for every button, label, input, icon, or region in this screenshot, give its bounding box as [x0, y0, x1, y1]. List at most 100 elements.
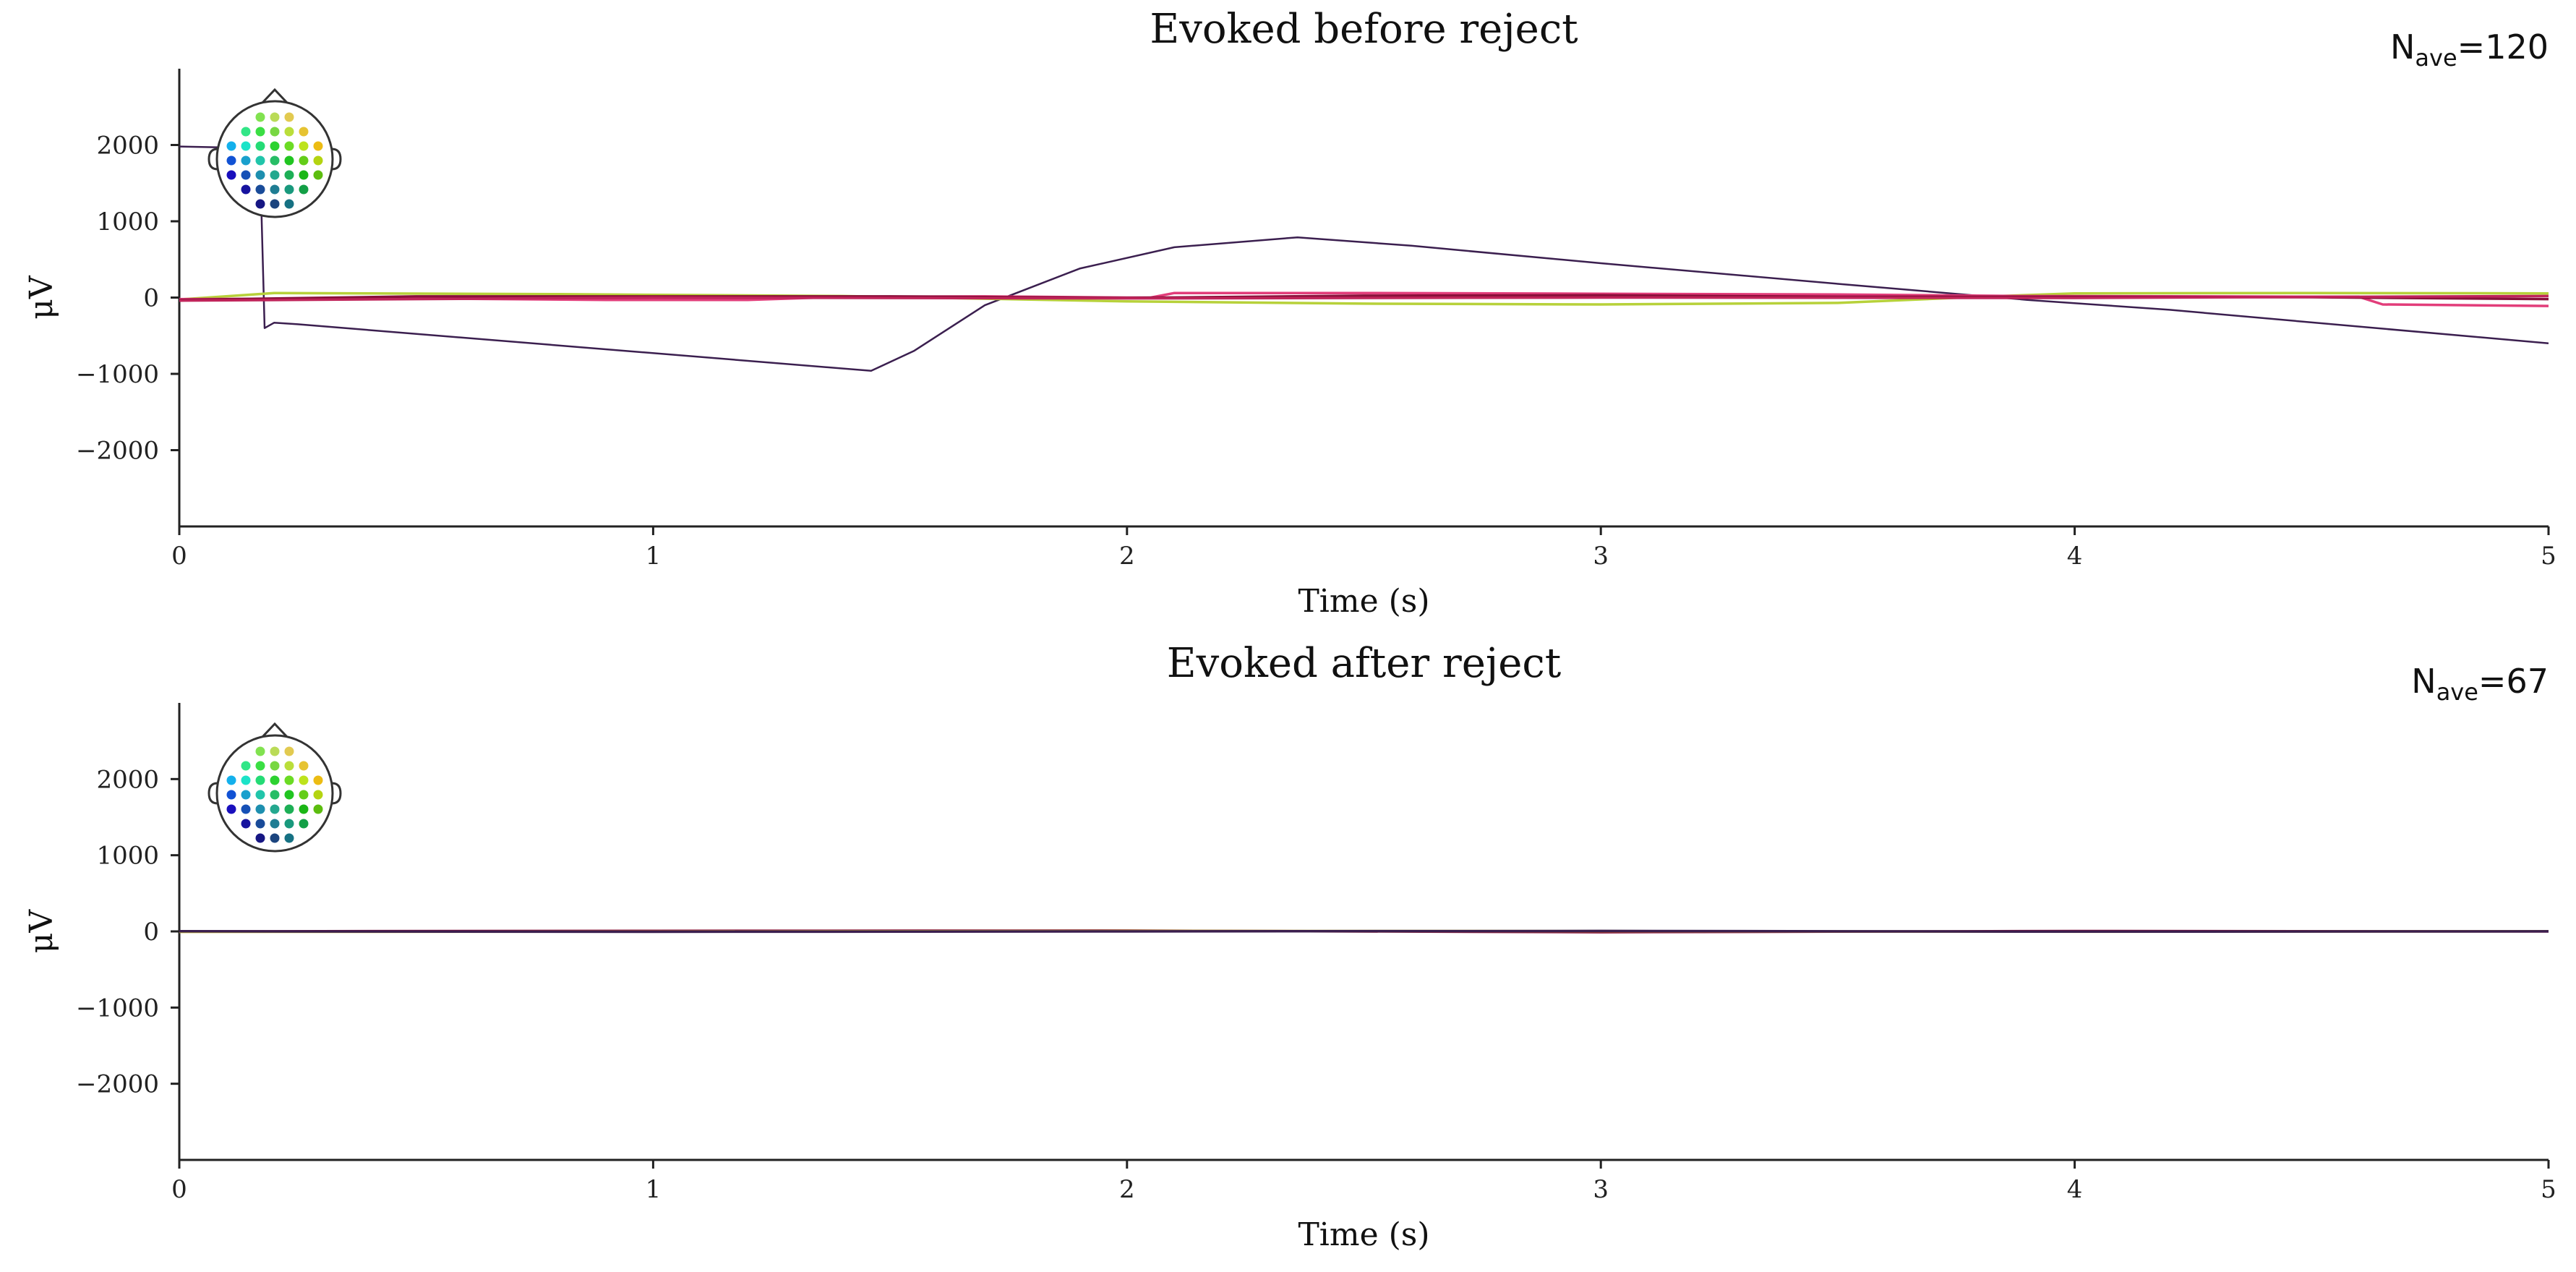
sensor-dot [284, 184, 294, 195]
sensor-dot [226, 804, 236, 814]
sensor-dot [299, 819, 309, 829]
sensor-dot [255, 112, 265, 122]
sensor-dot [284, 804, 294, 814]
chart-title: Evoked after reject [1167, 640, 1562, 687]
nave-main: N [2390, 27, 2415, 67]
head-left-ear [207, 782, 218, 805]
sensor-dot [226, 170, 236, 180]
series-line [179, 294, 2549, 302]
y-tick-label: 1000 [96, 208, 159, 236]
sensor-dot [255, 804, 265, 814]
sensor-dot [299, 775, 309, 785]
sensor-dot [299, 184, 309, 195]
head-nose [261, 87, 288, 104]
y-tick-label: −2000 [76, 1070, 159, 1099]
y-tick-label: 2000 [96, 765, 159, 794]
sensor-dot [255, 746, 265, 756]
sensor-dot [241, 127, 251, 137]
x-tick-label: 5 [2541, 542, 2556, 571]
sensor-dot [299, 170, 309, 180]
sensor-dot [270, 804, 280, 814]
x-tick-label: 1 [646, 542, 662, 571]
sensor-dot [284, 199, 294, 209]
sensor-dot [226, 155, 236, 166]
sensor-dot [241, 790, 251, 800]
series-group [179, 145, 2549, 372]
nave-value: =120 [2457, 27, 2549, 67]
y-tick-label: 0 [143, 284, 159, 313]
series-group [179, 929, 2549, 934]
sensor-dot [270, 746, 280, 756]
sensor-dot [313, 804, 323, 814]
subplot-before-reject: 0 1 2 3 4 5 −2000 −1000 0 1000 2000 Evoked before r… [23, 6, 2556, 620]
nave-subscript: ave [2436, 678, 2478, 706]
nave-annotation: Nave=120 [2390, 27, 2549, 72]
sensor-dot [313, 155, 323, 166]
sensor-dot [270, 819, 280, 829]
y-tick-label: −1000 [76, 994, 159, 1023]
sensor-dot [270, 833, 280, 843]
y-tick-label: 1000 [96, 842, 159, 871]
x-tick-label: 1 [646, 1175, 662, 1204]
sensor-dot [241, 141, 251, 151]
sensor-dot [241, 804, 251, 814]
sensor-dot [270, 112, 280, 122]
sensor-dot [313, 141, 323, 151]
sensor-dot [284, 790, 294, 800]
sensor-dot [299, 761, 309, 771]
sensor-dot [284, 127, 294, 137]
sensor-dot [255, 170, 265, 180]
sensor-dot [299, 127, 309, 137]
y-tick-label: 0 [143, 918, 159, 947]
sensor-head-inset [207, 87, 342, 218]
x-tick-label: 3 [1593, 1175, 1609, 1204]
nave-annotation: Nave=67 [2411, 662, 2549, 706]
sensor-dot [313, 775, 323, 785]
y-axis-label: μV [23, 275, 60, 320]
sensor-dot [255, 155, 265, 166]
sensor-dot [313, 790, 323, 800]
head-right-ear [331, 782, 342, 805]
sensor-dot [226, 141, 236, 151]
series-line [179, 291, 2549, 306]
sensor-dot [255, 141, 265, 151]
y-tick-label: −2000 [76, 437, 159, 466]
x-tick-label: 2 [1119, 1175, 1135, 1204]
nave-main: N [2411, 662, 2436, 701]
sensor-dot [241, 775, 251, 785]
x-tick-label: 4 [2067, 1175, 2083, 1204]
sensor-dot [284, 170, 294, 180]
sensor-dot [255, 184, 265, 195]
nave-subscript: ave [2415, 44, 2457, 72]
sensor-dot [284, 775, 294, 785]
head-nose [261, 722, 288, 738]
sensor-dot [284, 761, 294, 771]
x-tick-label: 3 [1593, 542, 1609, 571]
sensor-dot [255, 127, 265, 137]
sensor-dot [241, 155, 251, 166]
sensor-dot [299, 155, 309, 166]
sensor-dot [270, 170, 280, 180]
sensor-dot [241, 819, 251, 829]
y-tick-label: 2000 [96, 132, 159, 161]
subplot-after-reject: 0 1 2 3 4 5 −2000 −1000 0 1000 2000 Evoked after re… [23, 640, 2556, 1253]
sensor-dot [270, 775, 280, 785]
sensor-dot [284, 833, 294, 843]
sensor-dot [299, 804, 309, 814]
x-axis-label: Time (s) [1298, 583, 1429, 620]
nave-value: =67 [2478, 662, 2549, 701]
sensor-dot [241, 170, 251, 180]
sensor-dot [226, 790, 236, 800]
x-axis-label: Time (s) [1298, 1216, 1429, 1253]
sensor-dot [270, 761, 280, 771]
sensor-dot [284, 141, 294, 151]
x-tick-label: 0 [171, 1175, 187, 1204]
sensor-dot [313, 170, 323, 180]
sensor-dot [255, 819, 265, 829]
sensor-dot [284, 746, 294, 756]
sensor-dot [270, 199, 280, 209]
x-tick-label: 5 [2541, 1175, 2556, 1204]
sensor-dot [255, 833, 265, 843]
